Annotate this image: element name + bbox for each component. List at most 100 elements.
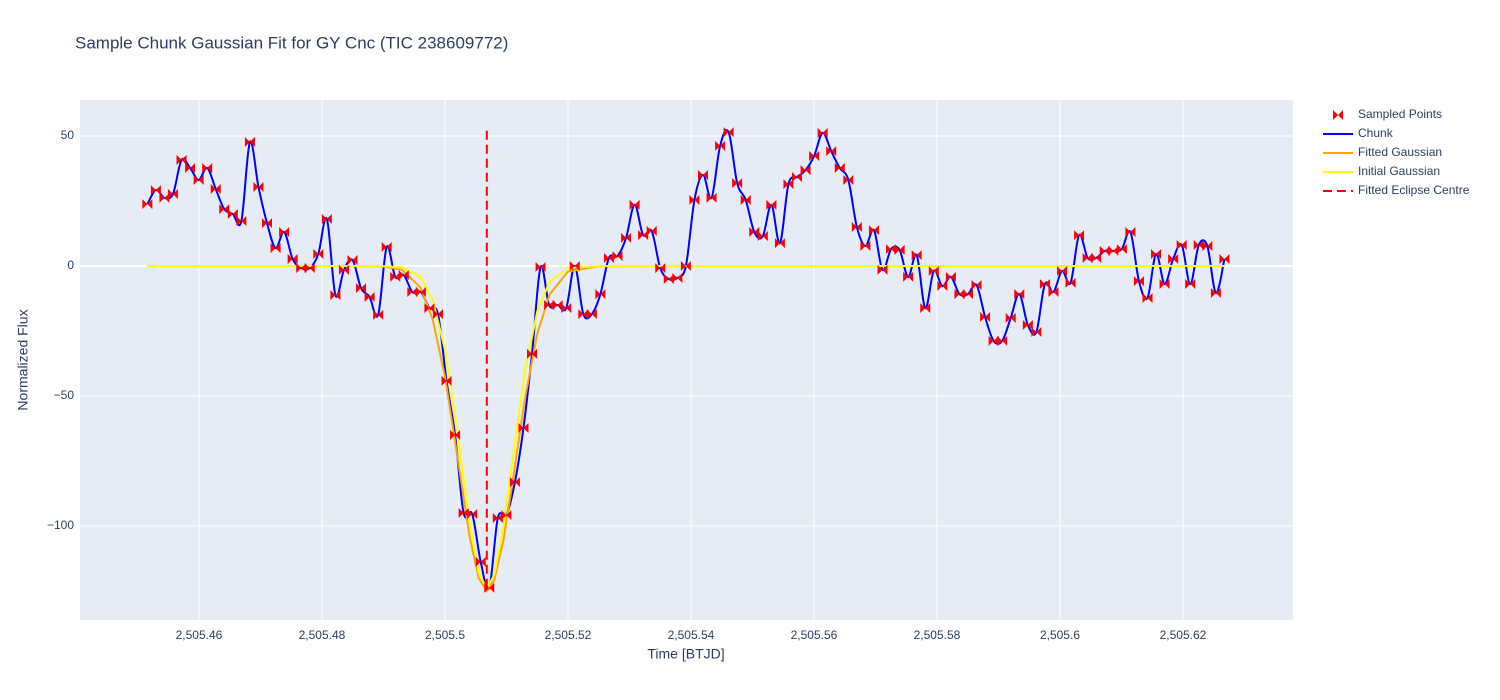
sampled-point: [210, 184, 221, 195]
legend-label: Initial Gaussian: [1358, 164, 1440, 178]
sampled-point: [792, 172, 803, 183]
series-line: [146, 129, 1226, 591]
x-tick-label: 2,505.5: [425, 628, 465, 642]
sampled-point: [868, 225, 879, 236]
sampled-point: [903, 271, 914, 282]
sampled-point: [715, 140, 726, 151]
sampled-point: [1202, 240, 1213, 251]
sampled-point: [167, 188, 178, 199]
sampled-point: [484, 582, 495, 593]
sampled-point: [159, 192, 170, 203]
y-axis-title: Normalized Flux: [15, 309, 31, 410]
sampled-point: [672, 272, 683, 283]
sampled-point: [586, 309, 597, 320]
sampled-point: [219, 204, 230, 215]
sampled-point: [1151, 249, 1162, 260]
sampled-point: [680, 261, 691, 272]
sampled-point: [509, 477, 520, 488]
sampled-point: [1022, 320, 1033, 331]
sampled-point: [962, 289, 973, 300]
sampled-point: [244, 136, 255, 147]
sampled-point: [185, 162, 196, 173]
legend-label: Chunk: [1358, 126, 1394, 140]
sampled-point: [954, 289, 965, 300]
sampled-point: [774, 238, 785, 249]
sampled-point: [860, 240, 871, 251]
sampled-point: [928, 265, 939, 276]
sampled-point: [150, 185, 161, 196]
y-tick-label: −100: [47, 518, 74, 532]
sampled-point: [843, 174, 854, 185]
sampled-point: [886, 244, 897, 255]
sampled-point: [783, 179, 794, 190]
sampled-point: [971, 279, 982, 290]
sampled-point: [424, 303, 435, 314]
sampled-point: [1074, 230, 1085, 241]
plot-marks: [142, 127, 1230, 593]
sampled-point: [450, 430, 461, 441]
sampled-point: [1116, 244, 1127, 255]
sampled-point: [1031, 327, 1042, 338]
sampled-point: [740, 194, 751, 205]
sampled-point: [1108, 245, 1119, 256]
y-tick-label: 50: [61, 128, 75, 142]
sampled-point: [1048, 287, 1059, 298]
sampled-point: [723, 127, 734, 138]
sampled-point: [1125, 226, 1136, 237]
sampled-point: [569, 261, 580, 272]
sampled-point: [1133, 276, 1144, 287]
sampled-point: [407, 287, 418, 298]
sampled-point: [638, 230, 649, 241]
sampled-point: [621, 232, 632, 243]
sampled-point: [732, 178, 743, 189]
plot-area: [80, 100, 1293, 620]
sampled-point: [1014, 289, 1025, 300]
sampled-point: [253, 181, 264, 192]
legend-label: Fitted Eclipse Centre: [1358, 183, 1470, 197]
sampled-point: [1210, 288, 1221, 299]
legend-label: Sampled Points: [1358, 107, 1442, 121]
sampled-point: [578, 309, 589, 320]
y-tick-label: −50: [54, 388, 75, 402]
sampled-point: [1039, 278, 1050, 289]
sampled-point: [603, 252, 614, 263]
sampled-point: [458, 508, 469, 519]
sampled-point: [415, 287, 426, 298]
sampled-point: [1082, 252, 1093, 263]
sampled-point: [612, 251, 623, 262]
sampled-point: [945, 271, 956, 282]
y-tick-label: 0: [67, 258, 74, 272]
x-tick-label: 2,505.56: [791, 628, 838, 642]
sampled-point: [749, 226, 760, 237]
sampled-point: [757, 231, 768, 242]
legend-label: Fitted Gaussian: [1358, 145, 1442, 159]
sampled-point: [655, 263, 666, 274]
sampled-point: [800, 165, 811, 176]
sampled-point: [262, 218, 273, 229]
sampled-point: [663, 274, 674, 285]
sampled-point: [492, 512, 503, 523]
sampled-point: [1065, 277, 1076, 288]
sampled-point: [1185, 278, 1196, 289]
sampled-point: [373, 309, 384, 320]
sampled-point: [1176, 239, 1187, 250]
sampled-point: [851, 222, 862, 233]
sampled-point: [697, 170, 708, 181]
x-tick-label: 2,505.62: [1160, 628, 1207, 642]
sampled-point: [1005, 313, 1016, 324]
sampled-point: [381, 242, 392, 253]
x-tick-label: 2,505.52: [545, 628, 592, 642]
sampled-point: [364, 291, 375, 302]
sampled-point: [193, 174, 204, 185]
sampled-point: [561, 303, 572, 314]
sampled-point: [911, 250, 922, 261]
sampled-point: [313, 249, 324, 260]
sampled-point: [390, 271, 401, 282]
x-tick-label: 2,505.54: [668, 628, 715, 642]
sampled-point: [980, 311, 991, 322]
x-tick-label: 2,505.48: [299, 628, 346, 642]
sampled-point: [287, 253, 298, 264]
sampled-point: [894, 244, 905, 255]
sampled-point: [279, 226, 290, 237]
